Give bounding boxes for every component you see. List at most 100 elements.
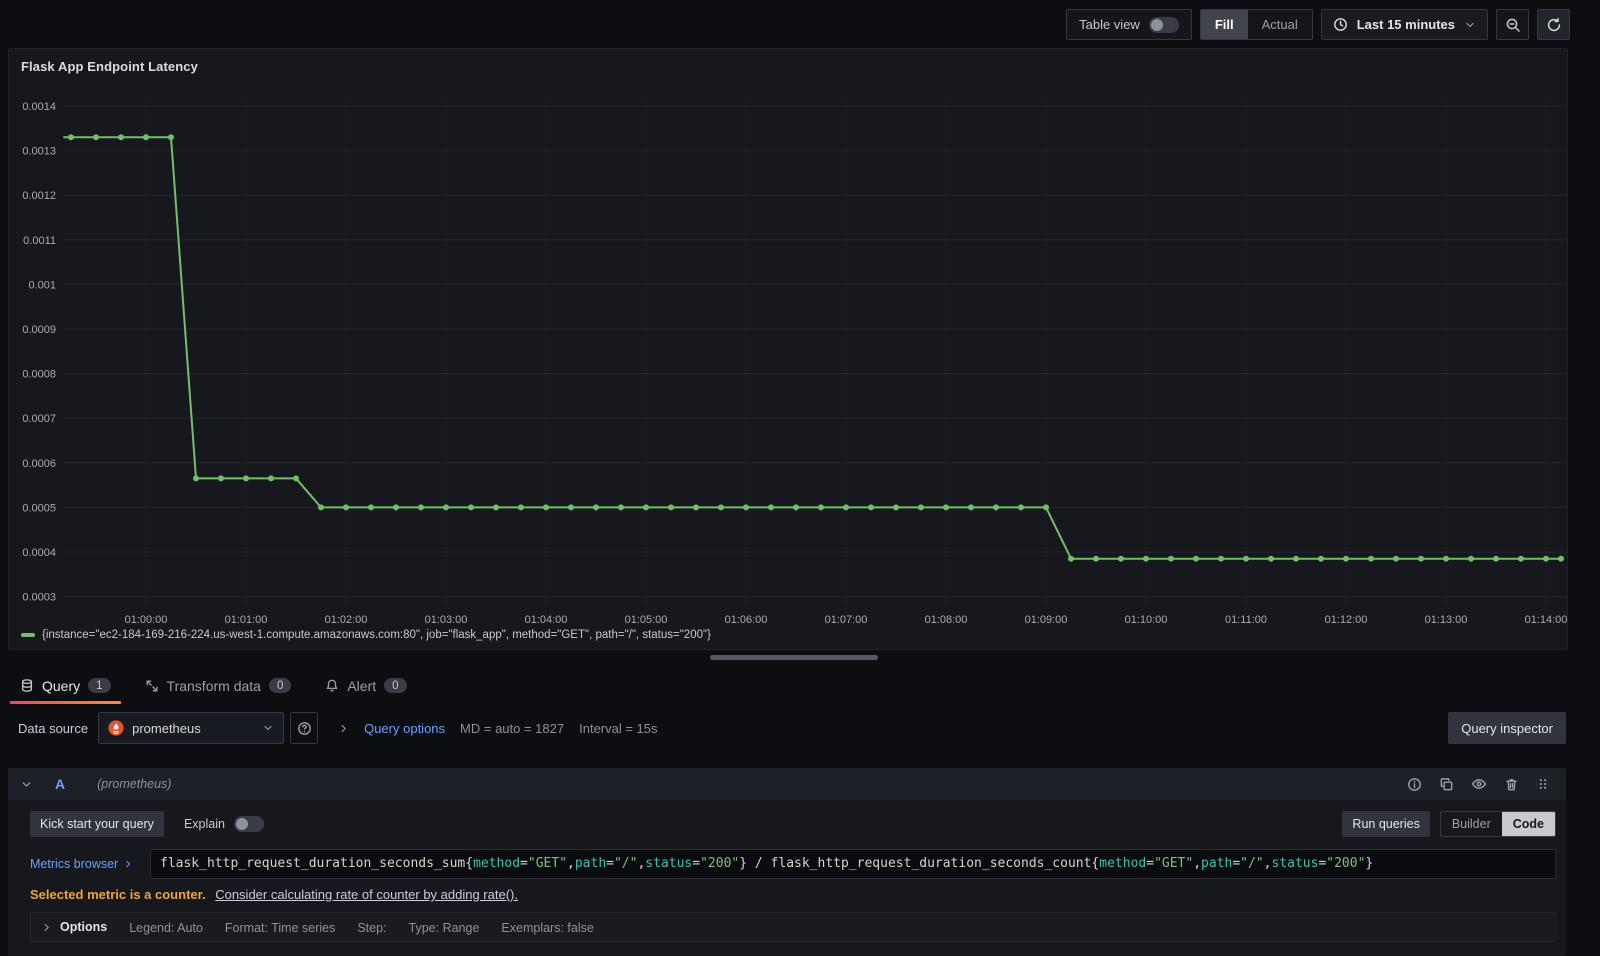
tab-transform-count: 0 [268,678,292,693]
datasource-row: Data source prometheus Query options MD … [8,712,1566,744]
bell-icon [327,679,338,692]
trash-icon[interactable] [1504,777,1519,792]
interval-summary: Interval = 15s [579,720,658,736]
svg-text:01:05:00: 01:05:00 [625,614,668,626]
svg-text:01:14:00: 01:14:00 [1525,614,1567,626]
horizontal-scrollbar[interactable] [710,655,878,660]
svg-text:01:01:00: 01:01:00 [225,614,268,626]
options-label: Options [60,920,108,934]
editor-tabs: Query 1 Transform data 0 Alert 0 [8,667,419,704]
duplicate-query-icon[interactable] [1439,777,1454,792]
tab-alert-label: Alert [347,677,377,694]
chevron-right-icon [341,724,346,732]
max-data-points-summary: MD = auto = 1827 [460,720,565,736]
latency-panel: Flask App Endpoint Latency 0.0014 0.0013 0… [8,48,1568,650]
tab-query-count: 1 [88,678,111,693]
fill-button[interactable]: Fill [1200,10,1248,39]
svg-text:0.0011: 0.0011 [23,235,56,247]
tab-alert[interactable]: Alert 0 [313,667,418,704]
options-summary: Legend: Auto Format: Time series Step: Type… [129,920,594,935]
query-row-A: A (prometheus) Kick start your query E [8,768,1566,956]
query-editor-body: Kick start your query Explain Run querie… [8,800,1566,956]
zoom-out-button[interactable] [1496,9,1529,40]
query-datasource-hint: (prometheus) [97,777,172,791]
svg-text:01:02:00: 01:02:00 [325,614,368,626]
svg-text:0.0003: 0.0003 [22,592,56,604]
tab-query[interactable]: Query 1 [8,667,123,704]
svg-text:01:04:00: 01:04:00 [525,614,568,626]
svg-text:01:07:00: 01:07:00 [825,614,868,626]
svg-text:0.0006: 0.0006 [22,458,56,470]
query-row-actions [1407,776,1550,792]
warning-rate-link[interactable]: Consider calculating rate of counter by … [215,887,518,902]
actual-button[interactable]: Actual [1261,17,1298,32]
datasource-help-button[interactable] [290,712,319,744]
counter-warning: Selected metric is a counter. Consider c… [30,887,1556,902]
fill-actual-group: Fill Actual [1199,9,1313,40]
chevron-down-icon [264,725,272,731]
table-view-group: Table view [1066,9,1192,40]
svg-text:01:10:00: 01:10:00 [1125,614,1168,626]
svg-text:0.0004: 0.0004 [22,547,56,559]
transform-icon [146,680,157,691]
svg-text:01:09:00: 01:09:00 [1025,614,1068,626]
metrics-browser-toggle[interactable]: Metrics browser [30,849,150,879]
svg-text:01:06:00: 01:06:00 [725,614,768,626]
chevron-right-icon [126,860,131,868]
svg-text:0.0013: 0.0013 [22,146,56,158]
svg-text:0.0009: 0.0009 [22,324,56,336]
chevron-right-icon [44,923,49,931]
kick-start-query-button[interactable]: Kick start your query [30,811,164,837]
query-inspector-button[interactable]: Query inspector [1448,712,1566,744]
svg-text:01:12:00: 01:12:00 [1325,614,1368,626]
refresh-button[interactable] [1537,9,1570,40]
promql-editor-row: Metrics browser flask_http_request_durat… [30,849,1556,879]
query-options-toggle[interactable]: Query options MD = auto = 1827 Interval … [338,720,658,736]
query-options-label: Query options [364,720,446,736]
latency-chart[interactable]: 0.0014 0.0013 0.0012 0.0011 0.001 0.0009 0.000… [9,49,1567,627]
query-ref-id: A [55,776,66,792]
legend-item[interactable]: {instance="ec2-184-169-216-224.us-west-1… [21,629,711,641]
legend-series-label: {instance="ec2-184-169-216-224.us-west-1… [42,629,711,641]
chevron-down-icon [1466,22,1474,27]
collapse-chevron-icon[interactable] [20,778,33,791]
prometheus-icon [108,720,124,736]
datasource-label: Data source [18,720,89,736]
drag-handle-icon[interactable] [1536,777,1550,791]
query-help-icon[interactable] [1407,777,1422,792]
warning-text: Selected metric is a counter. [30,887,206,902]
tab-alert-count: 0 [384,678,407,693]
eye-icon[interactable] [1471,776,1487,792]
tab-query-label: Query [42,677,81,694]
datasource-select[interactable]: prometheus [98,712,285,744]
explain-label: Explain [183,817,225,831]
magnifier-minus-icon [1506,18,1520,32]
svg-text:0.001: 0.001 [28,279,56,291]
legend-series-color [21,633,35,637]
promql-input[interactable]: flask_http_request_duration_seconds_sum{… [150,849,1556,879]
svg-text:01:03:00: 01:03:00 [425,614,468,626]
tab-transform-label: Transform data [166,677,261,694]
options-row[interactable]: Options Legend: Auto Format: Time series S… [30,912,1556,942]
explain-toggle[interactable] [233,816,264,832]
query-editor-toolbar: Kick start your query Explain Run querie… [30,810,1556,838]
query-row-header[interactable]: A (prometheus) [8,768,1566,800]
svg-text:0.0012: 0.0012 [22,190,56,202]
svg-text:01:11:00: 01:11:00 [1225,614,1267,626]
time-range-label: Last 15 minutes [1356,17,1455,32]
tab-transform-data[interactable]: Transform data 0 [133,667,304,704]
datasource-value: prometheus [132,720,201,736]
svg-text:0.0005: 0.0005 [22,502,56,514]
svg-text:0.0014: 0.0014 [22,101,56,113]
builder-button[interactable]: Builder [1451,817,1491,831]
svg-text:01:13:00: 01:13:00 [1425,614,1468,626]
svg-text:01:00:00: 01:00:00 [125,614,168,626]
svg-text:0.0007: 0.0007 [22,413,56,425]
table-view-toggle[interactable] [1148,16,1179,33]
panel-toolbar: Table view Fill Actual Last 15 minutes [1066,9,1570,40]
table-view-label: Table view [1079,17,1140,32]
code-button[interactable]: Code [1501,812,1555,836]
run-queries-button[interactable]: Run queries [1342,811,1430,837]
time-range-picker[interactable]: Last 15 minutes [1320,9,1488,40]
svg-text:0.0008: 0.0008 [22,369,56,381]
